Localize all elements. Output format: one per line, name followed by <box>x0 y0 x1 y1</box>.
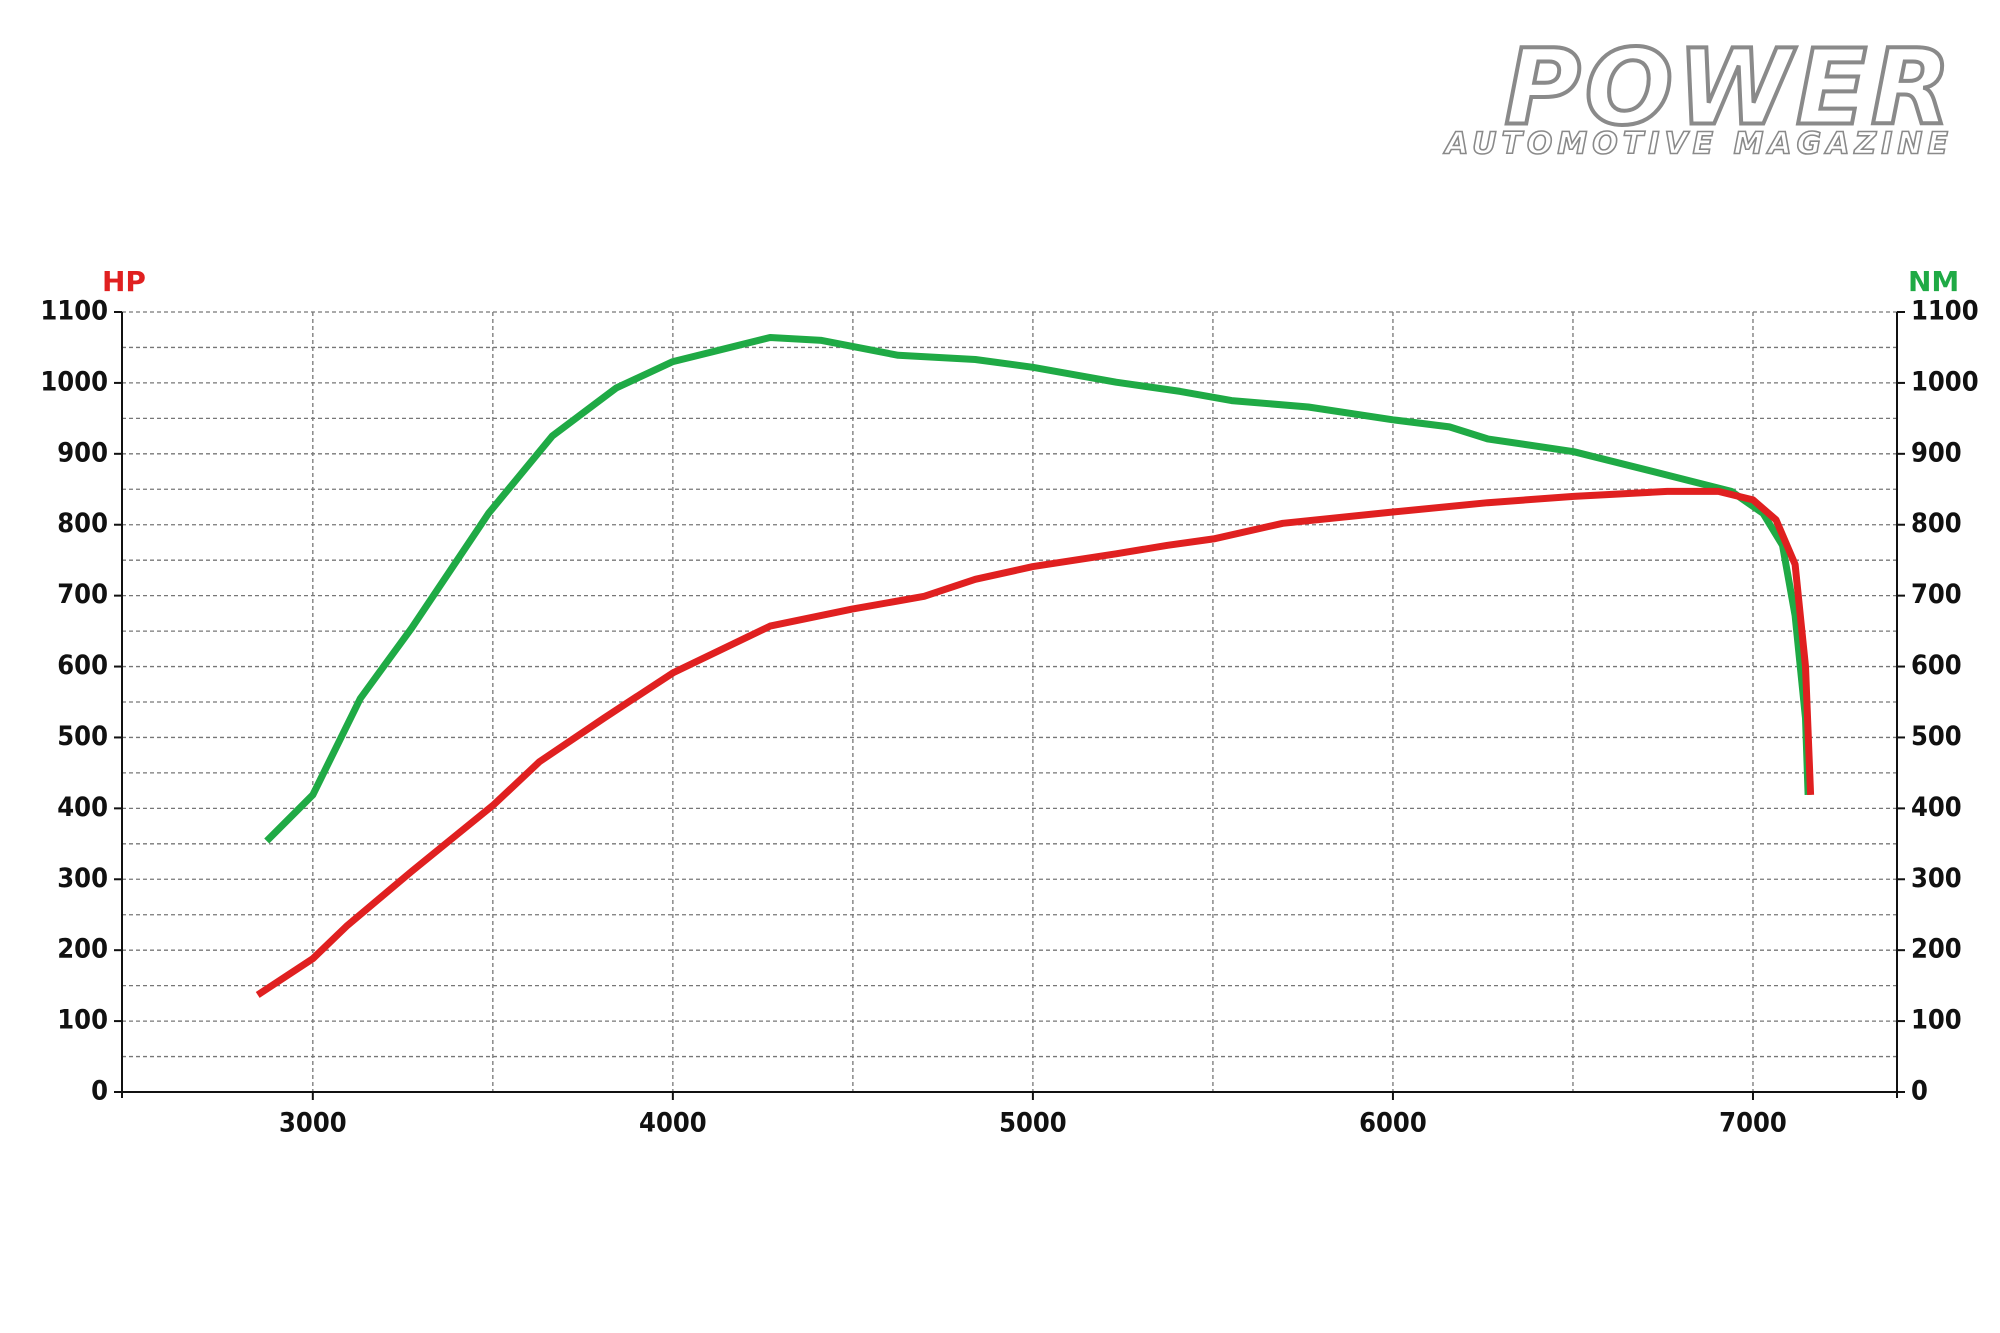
brand-tagline: AUTOMOTIVE MAGAZINE <box>1443 127 1953 162</box>
y2-tick-label: 100 <box>1911 1005 1962 1036</box>
y-tick-label: 0 <box>91 1076 108 1107</box>
y2-axis-label: NM <box>1908 265 1959 298</box>
y2-tick-label: 800 <box>1911 508 1962 539</box>
y-tick-label: 100 <box>57 1005 108 1036</box>
y2-tick-label: 900 <box>1911 437 1962 468</box>
y-axis-label: HP <box>102 265 146 298</box>
y-tick-label: 600 <box>57 650 108 681</box>
y-tick-label: 300 <box>57 863 108 894</box>
x-tick-label: 6000 <box>1359 1108 1427 1139</box>
y2-tick-label: 0 <box>1911 1076 1928 1107</box>
y-tick-label: 1000 <box>40 366 108 397</box>
y-tick-label: 900 <box>57 437 108 468</box>
y2-tick-label: 1100 <box>1911 296 1979 327</box>
x-tick-label: 5000 <box>999 1108 1067 1139</box>
y2-tick-label: 700 <box>1911 579 1962 610</box>
y2-tick-label: 200 <box>1911 934 1962 965</box>
x-tick-label: 7000 <box>1719 1108 1787 1139</box>
y2-tick-label: 300 <box>1911 863 1962 894</box>
series-line <box>255 487 1815 998</box>
y-tick-label: 700 <box>57 579 108 610</box>
y2-tick-label: 600 <box>1911 650 1962 681</box>
y-tick-label: 800 <box>57 508 108 539</box>
y-tick-label: 200 <box>57 934 108 965</box>
y2-tick-label: 1000 <box>1911 366 1979 397</box>
y2-tick-label: 500 <box>1911 721 1962 752</box>
brand-name: POWER <box>1505 26 1955 148</box>
y-tick-label: 500 <box>57 721 108 752</box>
x-tick-label: 4000 <box>639 1108 707 1139</box>
y-tick-label: 400 <box>57 792 108 823</box>
series-line <box>264 334 1812 844</box>
x-tick-label: 3000 <box>279 1108 347 1139</box>
y2-tick-label: 400 <box>1911 792 1962 823</box>
y-tick-label: 1100 <box>40 296 108 327</box>
